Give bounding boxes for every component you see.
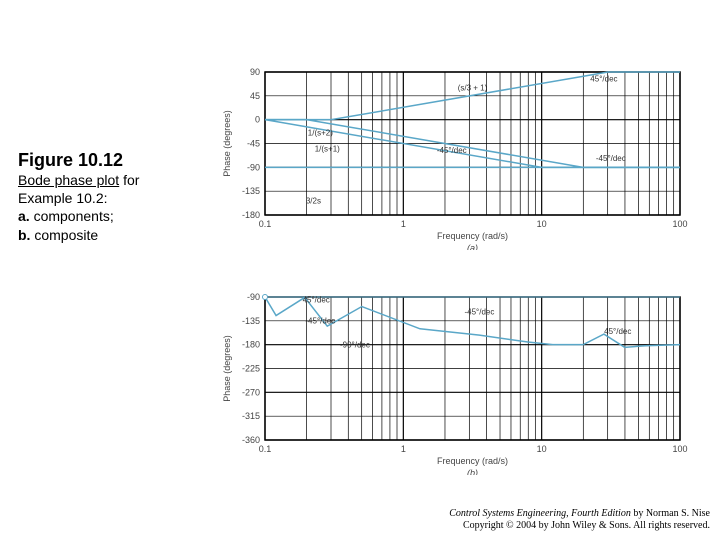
svg-text:45: 45 — [250, 91, 260, 101]
svg-text:100: 100 — [672, 444, 687, 454]
copyright-footer: Control Systems Engineering, Fourth Edit… — [449, 508, 710, 532]
bode-plot-b: -90 -135 -180 -225 -270 -315 -360 Phase (degree… — [210, 285, 690, 475]
svg-text:100: 100 — [672, 219, 687, 229]
figure-title: Figure 10.12 — [18, 150, 183, 171]
svg-text:-45°/dec: -45°/dec — [437, 146, 467, 155]
svg-text:0: 0 — [255, 115, 260, 125]
svg-text:90: 90 — [250, 67, 260, 77]
svg-text:-90°/dec: -90°/dec — [340, 340, 370, 349]
footer-author: by Norman S. Nise — [631, 508, 710, 519]
svg-text:(s/3 + 1): (s/3 + 1) — [458, 84, 488, 93]
svg-text:45°/dec: 45°/dec — [590, 75, 617, 84]
svg-text:(a): (a) — [467, 243, 478, 250]
svg-text:-90: -90 — [247, 162, 260, 172]
caption-item-a: a. components; — [18, 208, 114, 224]
footer-copyright: Copyright © 2004 by John Wiley & Sons. A… — [449, 520, 710, 532]
svg-text:0.1: 0.1 — [259, 219, 272, 229]
svg-text:-315: -315 — [242, 411, 260, 421]
svg-text:-45°/dec: -45°/dec — [596, 154, 626, 163]
svg-text:0.1: 0.1 — [259, 444, 272, 454]
svg-text:1/(s+2): 1/(s+2) — [308, 129, 333, 138]
bode-plot-a: 90 45 0 -45 -90 -135 -180 Phase (degrees) 0.1 1 10… — [210, 60, 690, 250]
caption-item-b: b. composite — [18, 227, 98, 243]
svg-text:3/2s: 3/2s — [306, 196, 321, 205]
svg-text:-135: -135 — [242, 186, 260, 196]
svg-text:1: 1 — [401, 444, 406, 454]
svg-text:45°/dec: 45°/dec — [604, 327, 631, 336]
svg-text:10: 10 — [537, 219, 547, 229]
svg-text:1/(s+1): 1/(s+1) — [315, 144, 340, 153]
svg-text:Frequency (rad/s): Frequency (rad/s) — [437, 231, 508, 241]
figure-caption: Bode phase plot for Example 10.2: a. com… — [18, 171, 183, 244]
footer-book: Control Systems Engineering, Fourth Edit… — [449, 508, 631, 519]
svg-text:-90: -90 — [247, 292, 260, 302]
svg-text:10: 10 — [537, 444, 547, 454]
svg-text:Phase (degrees): Phase (degrees) — [222, 335, 232, 402]
svg-text:Phase (degrees): Phase (degrees) — [222, 110, 232, 177]
svg-text:-135: -135 — [242, 316, 260, 326]
svg-text:-180: -180 — [242, 210, 260, 220]
svg-text:-45°/dec: -45°/dec — [464, 307, 494, 316]
svg-text:-225: -225 — [242, 364, 260, 374]
svg-text:(b): (b) — [467, 468, 478, 475]
svg-text:1: 1 — [401, 219, 406, 229]
svg-text:-180: -180 — [242, 340, 260, 350]
caption-underline: Bode phase plot — [18, 172, 119, 188]
svg-text:-360: -360 — [242, 435, 260, 445]
svg-text:Frequency (rad/s): Frequency (rad/s) — [437, 456, 508, 466]
svg-text:-45°/dec: -45°/dec — [305, 316, 335, 325]
svg-text:-45: -45 — [247, 139, 260, 149]
svg-text:45°/dec: 45°/dec — [303, 295, 330, 304]
svg-text:-270: -270 — [242, 387, 260, 397]
